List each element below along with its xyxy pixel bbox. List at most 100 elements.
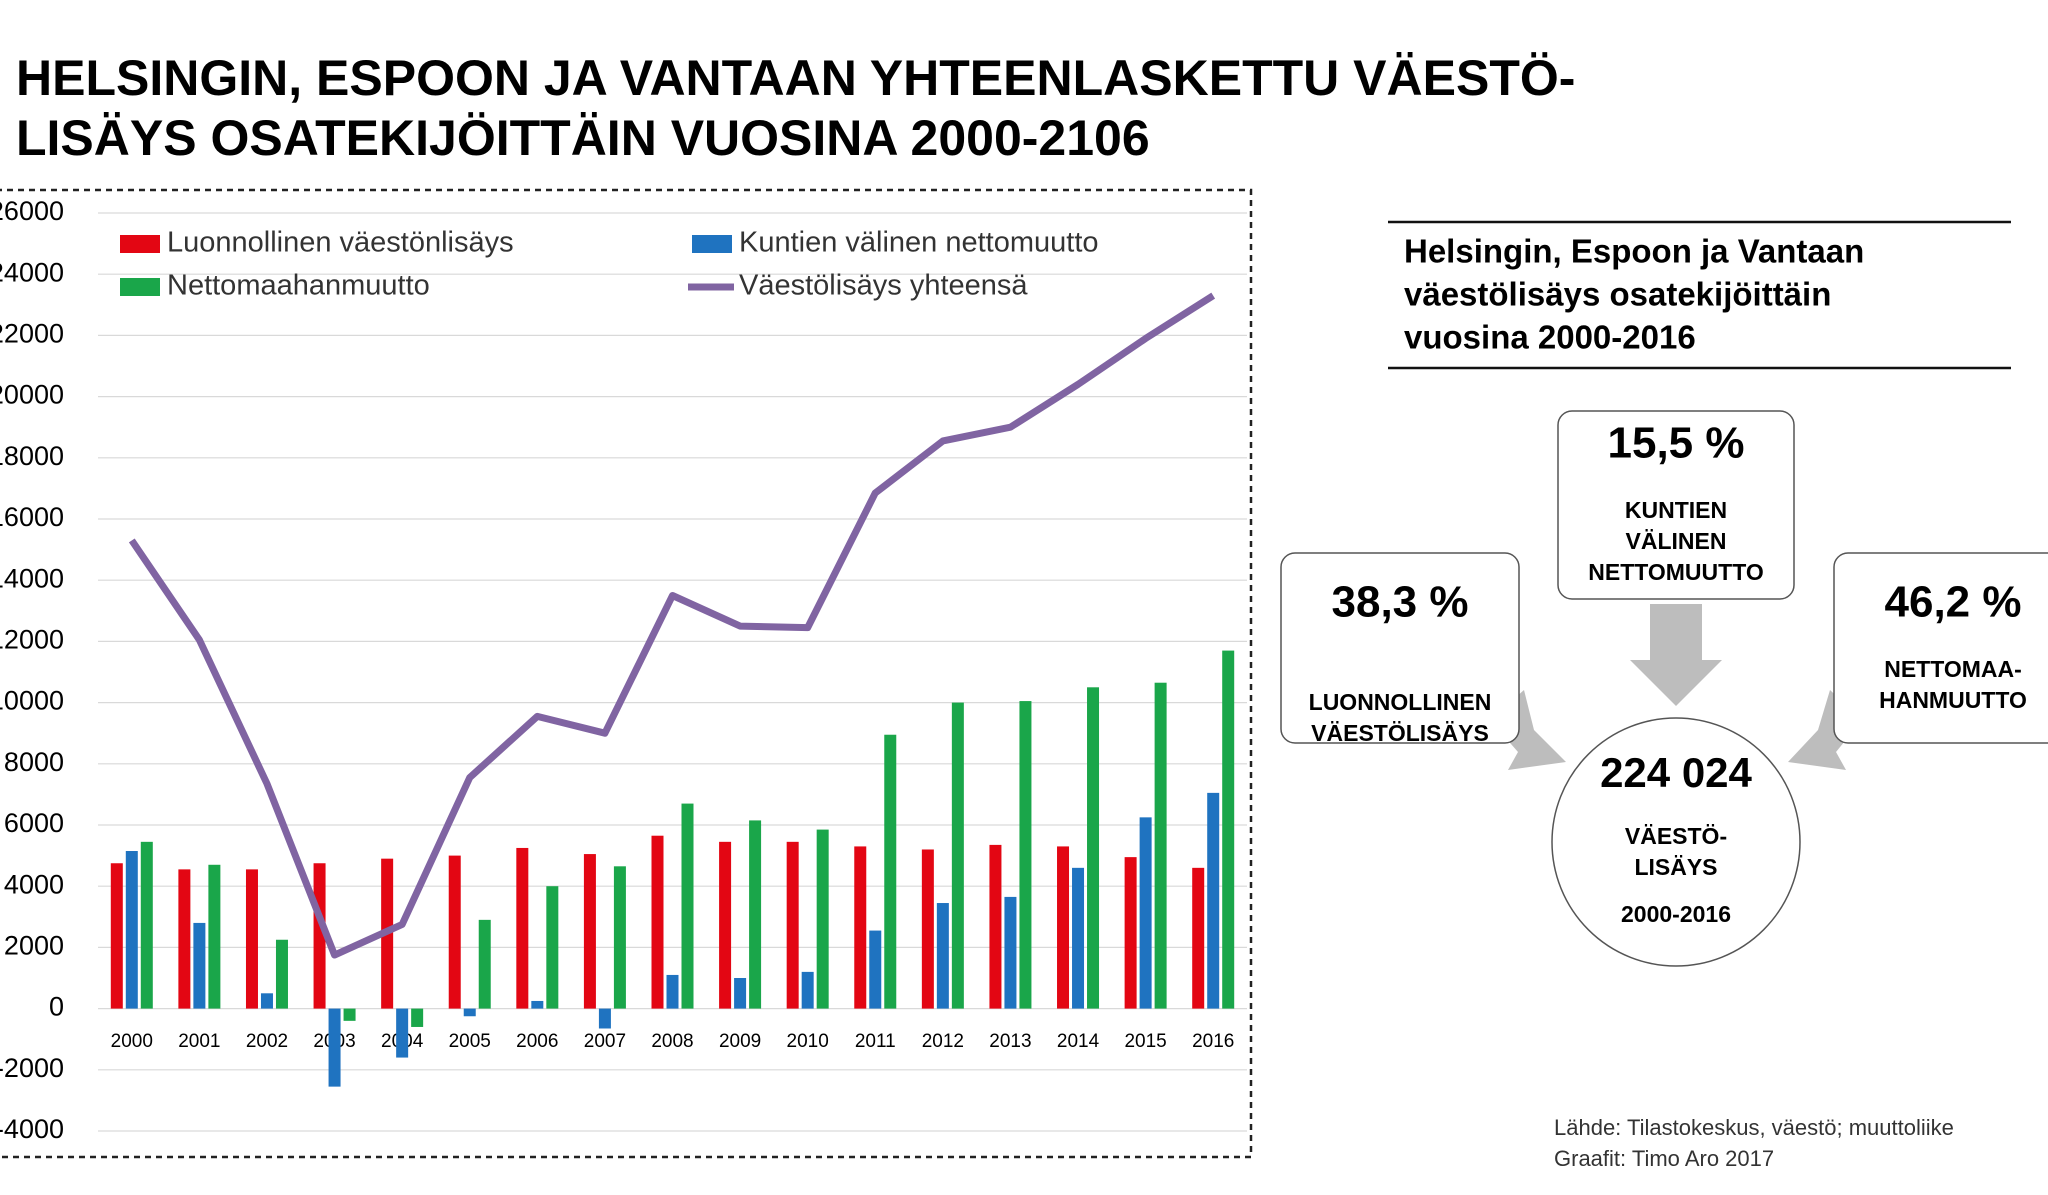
- bar: [178, 869, 191, 1009]
- box-label: NETTOMUUTTO: [1588, 559, 1763, 585]
- percent: 15,5 %: [1608, 419, 1745, 468]
- y-tick-label: 6000: [4, 808, 64, 838]
- bar: [1207, 792, 1220, 1009]
- legend-swatch: [120, 278, 160, 296]
- bar: [598, 1008, 611, 1029]
- bar: [801, 971, 814, 1009]
- bar: [869, 930, 882, 1009]
- bar: [936, 903, 949, 1009]
- bar: [1087, 687, 1100, 1009]
- legend-label: Väestölisäys yhteensä: [739, 270, 1028, 302]
- bar: [140, 841, 153, 1009]
- line: [128, 292, 1216, 959]
- bar: [786, 841, 799, 1009]
- bar: [1192, 867, 1205, 1009]
- y-tick-label: 24000: [0, 257, 64, 287]
- x-tick-label: 2000: [111, 1031, 153, 1052]
- bar: [110, 863, 123, 1009]
- bar: [275, 939, 288, 1009]
- box-label: VÄESTÖLISÄYS: [1311, 720, 1489, 746]
- box-label: HANMUUTTO: [1879, 687, 2027, 713]
- bar: [1019, 701, 1032, 1009]
- bar: [613, 866, 626, 1009]
- title-line: HELSINGIN, ESPOON JA VANTAAN YHTEENLASKE…: [16, 50, 1575, 106]
- y-tick-label: 18000: [0, 441, 64, 471]
- y-tick-label: -2000: [0, 1053, 64, 1083]
- box: [1557, 410, 1795, 600]
- bar: [193, 922, 206, 1009]
- bar: [343, 1008, 356, 1021]
- x-tick-label: 2001: [178, 1031, 220, 1052]
- legend-label: Nettomaahanmuutto: [167, 270, 430, 302]
- y-tick-label: 2000: [4, 931, 64, 961]
- bar: [1057, 846, 1070, 1009]
- bar: [816, 829, 829, 1009]
- bar: [1222, 650, 1235, 1009]
- legend-label: Kuntien välinen nettomuutto: [739, 227, 1099, 259]
- bar: [1154, 682, 1167, 1009]
- bar: [921, 849, 934, 1009]
- bar: [516, 847, 529, 1009]
- center-period: 2000-2016: [1621, 901, 1731, 927]
- title-line: LISÄYS OSATEKIJÖITTÄIN VUOSINA 2000-2106: [16, 110, 1150, 166]
- legend-label: Luonnollinen väestönlisäys: [167, 227, 514, 259]
- bar: [260, 993, 273, 1009]
- y-tick-label: -4000: [0, 1114, 64, 1144]
- bar: [951, 702, 964, 1009]
- x-tick-label: 2002: [246, 1031, 288, 1052]
- center-label: VÄESTÖ-: [1625, 823, 1727, 849]
- center-value: 224 024: [1600, 749, 1752, 796]
- box-label: KUNTIEN: [1625, 497, 1727, 523]
- legend-swatch: [692, 235, 732, 253]
- bar: [463, 1008, 476, 1017]
- infographic: Helsingin, Espoon ja Vantaan väestölisäy…: [1280, 220, 2048, 1171]
- x-tick-label: 2009: [719, 1031, 761, 1052]
- bar: [478, 919, 491, 1009]
- bar: [1004, 896, 1017, 1009]
- bar: [884, 734, 897, 1009]
- x-tick-label: 2013: [989, 1031, 1031, 1052]
- x-tick-label: 2005: [449, 1031, 491, 1052]
- percent: 38,3 %: [1332, 578, 1469, 627]
- y-tick-label: 16000: [0, 502, 64, 532]
- y-tick-label: 22000: [0, 319, 64, 349]
- y-tick-label: 8000: [4, 747, 64, 777]
- box-label: NETTOMAA-: [1884, 656, 2022, 682]
- bar: [125, 851, 138, 1009]
- bar: [651, 835, 664, 1009]
- y-tick-label: 0: [49, 992, 64, 1022]
- bar: [448, 855, 461, 1009]
- x-tick-label: 2014: [1057, 1031, 1100, 1052]
- box-label: LUONNOLLINEN: [1309, 689, 1492, 715]
- y-tick-label: 4000: [4, 869, 64, 899]
- y-tick-label: 12000: [0, 625, 64, 655]
- x-tick-label: 2007: [584, 1031, 626, 1052]
- bar: [666, 974, 679, 1009]
- bar: [583, 854, 596, 1009]
- info-title: Helsingin, Espoon ja Vantaan: [1404, 233, 1864, 270]
- bar: [989, 844, 1002, 1009]
- x-tick-label: 2008: [651, 1031, 693, 1052]
- x-tick-label: 2016: [1192, 1031, 1234, 1052]
- bar: [749, 820, 762, 1009]
- bar: [1139, 817, 1152, 1009]
- x-tick-label: 2010: [787, 1031, 829, 1052]
- center-circle: [1551, 717, 1801, 967]
- percent: 46,2 %: [1885, 578, 2022, 627]
- box: [1280, 552, 1520, 744]
- bar: [1072, 867, 1085, 1009]
- bar: [245, 869, 258, 1009]
- chart-frame: [0, 188, 1253, 1159]
- x-tick-label: 2012: [922, 1031, 964, 1052]
- source: Graafit: Timo Aro 2017: [1554, 1146, 1774, 1171]
- x-tick-label: 2015: [1124, 1031, 1166, 1052]
- y-tick-label: 14000: [0, 563, 64, 593]
- bar: [719, 841, 732, 1009]
- bar: [208, 864, 221, 1009]
- bar: [681, 803, 694, 1009]
- bar: [313, 863, 326, 1009]
- info-title: väestölisäys osatekijöittäin: [1404, 276, 1831, 313]
- arrow: [1630, 604, 1722, 706]
